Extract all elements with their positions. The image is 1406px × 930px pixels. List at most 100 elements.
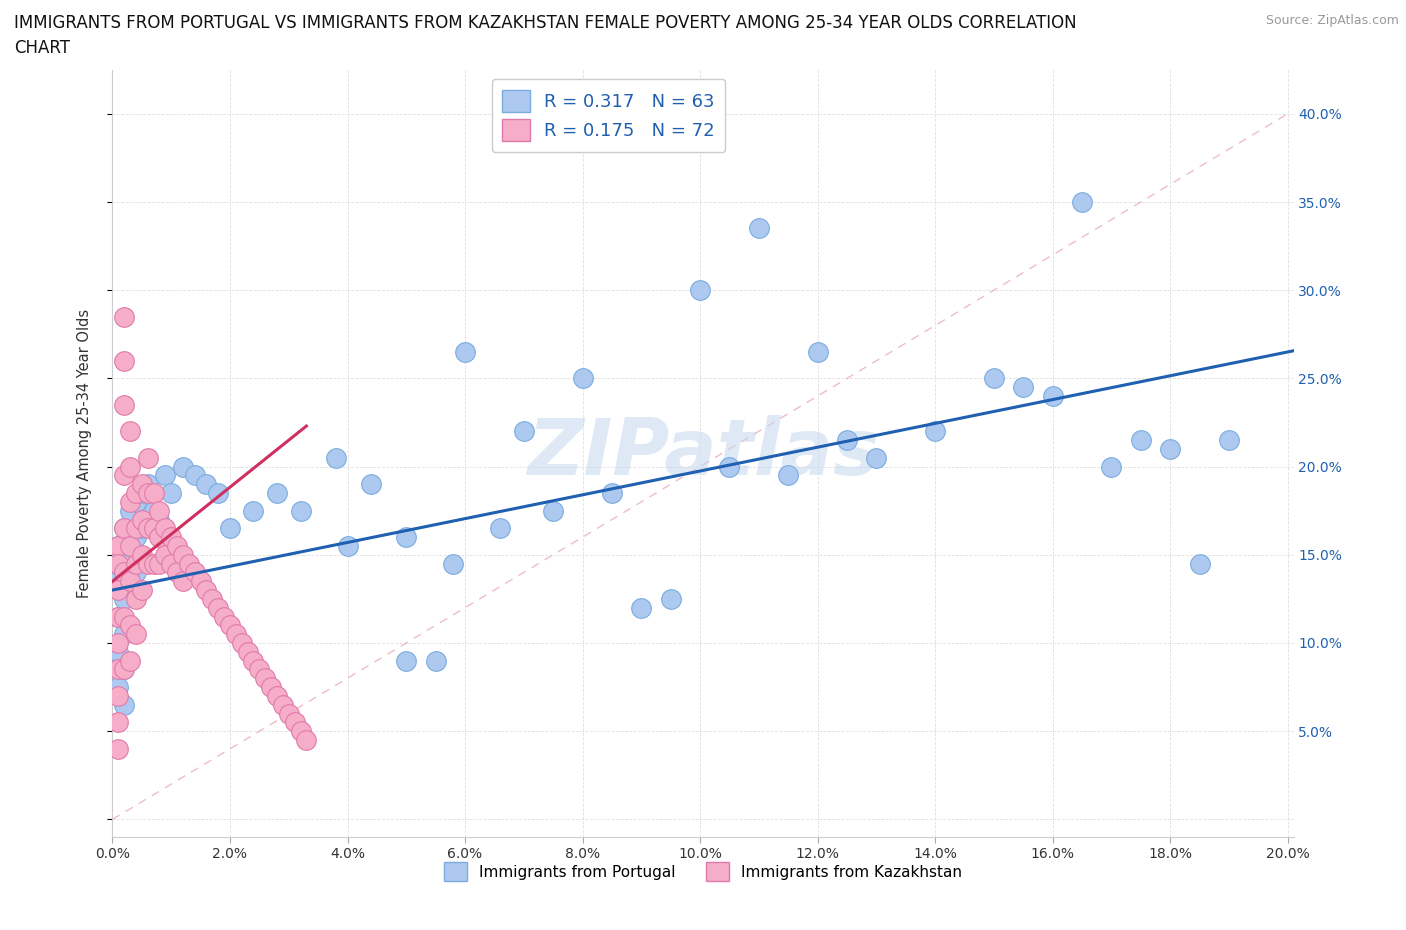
Point <box>112 591 135 606</box>
Point <box>125 521 148 536</box>
Point <box>148 512 170 527</box>
Point <box>112 698 135 712</box>
Point <box>136 450 159 465</box>
Point <box>748 221 770 236</box>
Point <box>112 397 135 412</box>
Point <box>112 627 135 642</box>
Point <box>242 503 264 518</box>
Point <box>160 530 183 545</box>
Point <box>1012 379 1035 394</box>
Point <box>120 538 142 553</box>
Point <box>207 600 229 615</box>
Point <box>184 468 207 483</box>
Point <box>718 459 741 474</box>
Point <box>107 538 129 553</box>
Point <box>260 680 283 695</box>
Point <box>107 635 129 650</box>
Point <box>125 495 148 510</box>
Point <box>125 556 148 571</box>
Point <box>120 618 142 632</box>
Point <box>112 662 135 677</box>
Point <box>155 548 177 563</box>
Point <box>112 556 135 571</box>
Point <box>266 485 288 500</box>
Point <box>120 424 142 439</box>
Point <box>172 574 194 589</box>
Y-axis label: Female Poverty Among 25-34 Year Olds: Female Poverty Among 25-34 Year Olds <box>77 309 91 598</box>
Point <box>172 459 194 474</box>
Point <box>266 688 288 703</box>
Point <box>454 344 477 359</box>
Point <box>1159 442 1181 457</box>
Point <box>112 662 135 677</box>
Point <box>630 600 652 615</box>
Point <box>1129 432 1152 447</box>
Point <box>107 680 129 695</box>
Point <box>212 609 235 624</box>
Point <box>865 450 887 465</box>
Point <box>107 609 129 624</box>
Point <box>112 521 135 536</box>
Point <box>125 627 148 642</box>
Point <box>107 609 129 624</box>
Point <box>155 468 177 483</box>
Point <box>131 521 153 536</box>
Point <box>160 556 183 571</box>
Point <box>395 530 418 545</box>
Point <box>284 715 307 730</box>
Point <box>1188 556 1211 571</box>
Point <box>360 477 382 492</box>
Point <box>290 724 312 738</box>
Point <box>1218 432 1240 447</box>
Point <box>142 503 165 518</box>
Point <box>136 556 159 571</box>
Point <box>325 450 347 465</box>
Point <box>983 371 1005 386</box>
Point <box>924 424 946 439</box>
Point <box>112 565 135 580</box>
Point <box>125 530 148 545</box>
Point <box>277 706 299 721</box>
Point <box>148 530 170 545</box>
Point <box>148 503 170 518</box>
Point <box>131 582 153 597</box>
Point <box>107 741 129 756</box>
Point <box>166 538 188 553</box>
Point <box>290 503 312 518</box>
Text: ZIPatlas: ZIPatlas <box>527 416 879 491</box>
Point <box>107 662 129 677</box>
Point <box>112 521 135 536</box>
Point <box>125 591 148 606</box>
Point <box>513 424 536 439</box>
Point <box>225 627 247 642</box>
Point <box>107 574 129 589</box>
Point <box>195 582 218 597</box>
Point <box>142 556 165 571</box>
Point <box>247 662 270 677</box>
Point <box>125 565 148 580</box>
Point <box>254 671 277 685</box>
Point <box>659 591 682 606</box>
Point <box>120 653 142 668</box>
Point <box>600 485 623 500</box>
Point <box>107 688 129 703</box>
Point <box>112 353 135 368</box>
Point <box>231 635 253 650</box>
Point <box>160 485 183 500</box>
Point <box>107 582 129 597</box>
Point <box>201 591 224 606</box>
Point <box>131 485 153 500</box>
Point <box>120 538 142 553</box>
Point <box>136 485 159 500</box>
Point <box>131 548 153 563</box>
Point <box>112 468 135 483</box>
Point <box>190 574 212 589</box>
Point <box>207 485 229 500</box>
Point <box>166 565 188 580</box>
Legend: Immigrants from Portugal, Immigrants from Kazakhstan: Immigrants from Portugal, Immigrants fro… <box>437 856 969 887</box>
Point <box>395 653 418 668</box>
Point <box>136 477 159 492</box>
Text: CHART: CHART <box>14 39 70 57</box>
Point <box>136 521 159 536</box>
Point <box>778 468 800 483</box>
